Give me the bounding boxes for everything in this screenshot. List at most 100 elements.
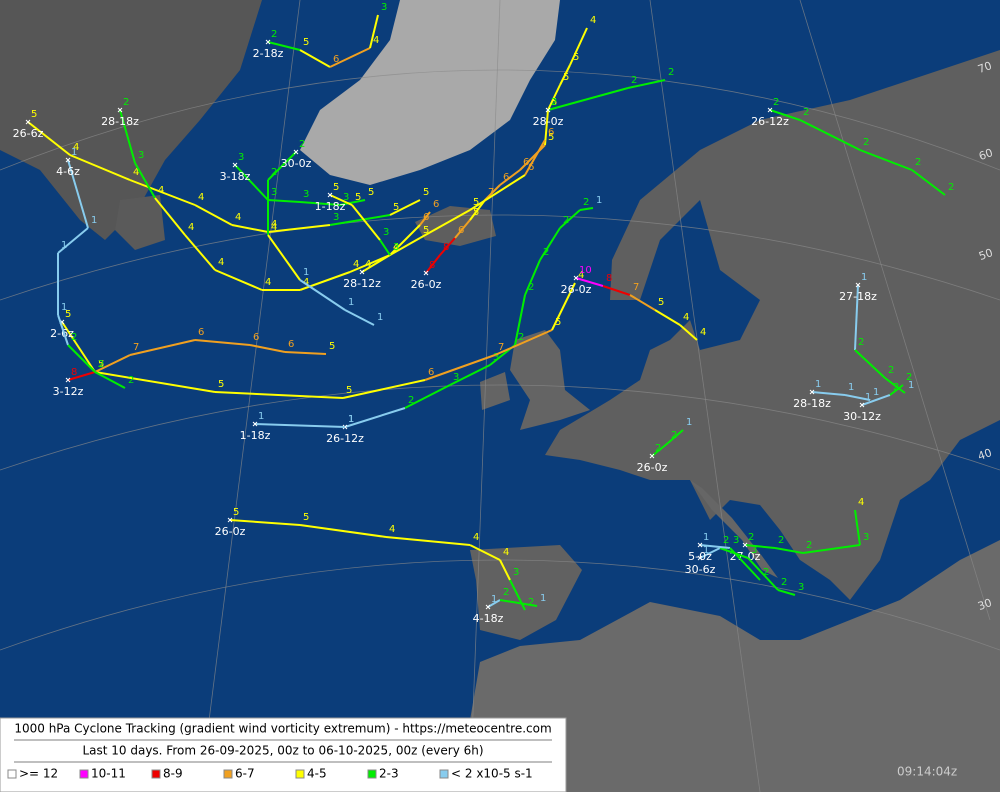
track-segment <box>419 209 471 239</box>
start-marker <box>359 269 365 275</box>
track-date-label: 30-0z <box>281 157 312 170</box>
track-segment <box>299 279 346 311</box>
intensity-label: 4 <box>373 35 379 46</box>
track-segment <box>385 536 471 546</box>
track-date-label: 2-6z <box>50 327 74 340</box>
track-segment <box>94 371 216 393</box>
intensity-label: 5 <box>233 507 239 518</box>
intensity-label: 4 <box>265 277 271 288</box>
track-segment <box>94 371 126 389</box>
intensity-label: 5 <box>563 72 569 83</box>
intensity-label: 4 <box>389 524 395 535</box>
legend-swatch <box>367 769 377 779</box>
intensity-label: 5 <box>333 182 339 193</box>
track-segment <box>884 377 906 394</box>
track-date-label: 26-0z <box>215 525 246 538</box>
intensity-label: 2 <box>668 67 674 78</box>
italy <box>690 480 778 578</box>
track-date-label: 30-6z <box>685 563 716 576</box>
intensity-label: 1 <box>258 411 264 422</box>
track-segment <box>844 394 871 401</box>
latitude-label: 40 <box>976 446 994 463</box>
intensity-label: 1 <box>703 532 709 543</box>
intensity-label: 2 <box>773 97 779 108</box>
legend-label: < 2 x10-5 s-1 <box>451 767 533 781</box>
track-segment <box>234 164 269 201</box>
track-date-label: 28-12z <box>343 277 381 290</box>
intensity-label: 4 <box>133 167 139 178</box>
intensity-label: 3 <box>381 2 387 13</box>
track-segment <box>854 349 886 379</box>
track-date-label: 28-18z <box>793 397 831 410</box>
track-segment <box>484 184 501 201</box>
track-segment <box>454 219 471 239</box>
track-segment <box>439 237 456 256</box>
greenland <box>300 0 560 185</box>
intensity-label: 5 <box>423 225 429 236</box>
intensity-label: 2 <box>806 540 812 551</box>
intensity-label: 4 <box>473 532 479 543</box>
intensity-label: 5 <box>423 187 429 198</box>
europe <box>545 50 1000 600</box>
track-date-label: 26-0z <box>411 278 442 291</box>
timestamp: 09:14:04z <box>897 765 957 779</box>
track-segment <box>267 199 301 203</box>
track-segment <box>629 294 656 311</box>
track-date-label: 30-12z <box>843 410 881 423</box>
track-segment <box>769 109 801 121</box>
intensity-label: 4 <box>235 212 241 223</box>
intensity-label: 1 <box>61 240 67 251</box>
track-segment <box>61 321 96 373</box>
intensity-label: 5 <box>98 359 104 370</box>
intensity-label: 2 <box>299 139 305 150</box>
track-segment <box>667 429 684 444</box>
track-segment <box>547 84 561 111</box>
track-segment <box>57 314 69 346</box>
intensity-label: 1 <box>491 594 497 605</box>
track-date-label: 5-0z <box>688 550 712 563</box>
intensity-label: 1 <box>377 312 383 323</box>
track-segment <box>811 391 846 396</box>
track-segment <box>679 324 698 341</box>
track-segment <box>499 599 538 607</box>
track-segment <box>119 109 136 164</box>
intensity-label: 1 <box>303 267 309 278</box>
track-date-label: 3-18z <box>220 170 251 183</box>
intensity-label: 1 <box>848 382 854 393</box>
intensity-label: 4 <box>700 327 706 338</box>
intensity-label: 6 <box>288 339 294 350</box>
start-marker <box>423 270 429 276</box>
track-segment <box>349 254 391 273</box>
intensity-label: 2 <box>863 137 869 148</box>
track-segment <box>774 547 804 554</box>
intensity-label: 5 <box>551 97 557 108</box>
track-segment <box>802 544 861 554</box>
start-marker <box>65 157 71 163</box>
legend-label: 6-7 <box>235 767 255 781</box>
track-segment <box>424 354 496 381</box>
track-segment <box>229 519 301 526</box>
track-segment <box>419 211 431 226</box>
intensity-label: 1 <box>815 379 821 390</box>
track-segment <box>69 154 131 181</box>
intensity-label: 5 <box>218 379 224 390</box>
meridian <box>469 0 501 793</box>
track-segment <box>889 384 904 396</box>
legend-label: 8-9 <box>163 767 183 781</box>
start-marker <box>767 107 773 113</box>
intensity-label: 3 <box>751 545 757 556</box>
legend-label: 10-11 <box>91 767 126 781</box>
intensity-label: 4 <box>353 259 359 270</box>
track-segment <box>854 509 861 546</box>
intensity-label: 2 <box>781 577 787 588</box>
intensity-label: 2 <box>748 532 754 543</box>
legend-swatch <box>295 769 305 779</box>
track-segment <box>514 294 526 346</box>
intensity-label: 5 <box>473 207 479 218</box>
intensity-label: 2 <box>888 365 894 376</box>
track-segment <box>351 204 381 241</box>
intensity-label: 6 <box>528 162 534 173</box>
start-marker <box>697 555 703 561</box>
track-segment <box>267 151 297 181</box>
intensity-label: 5 <box>329 341 335 352</box>
